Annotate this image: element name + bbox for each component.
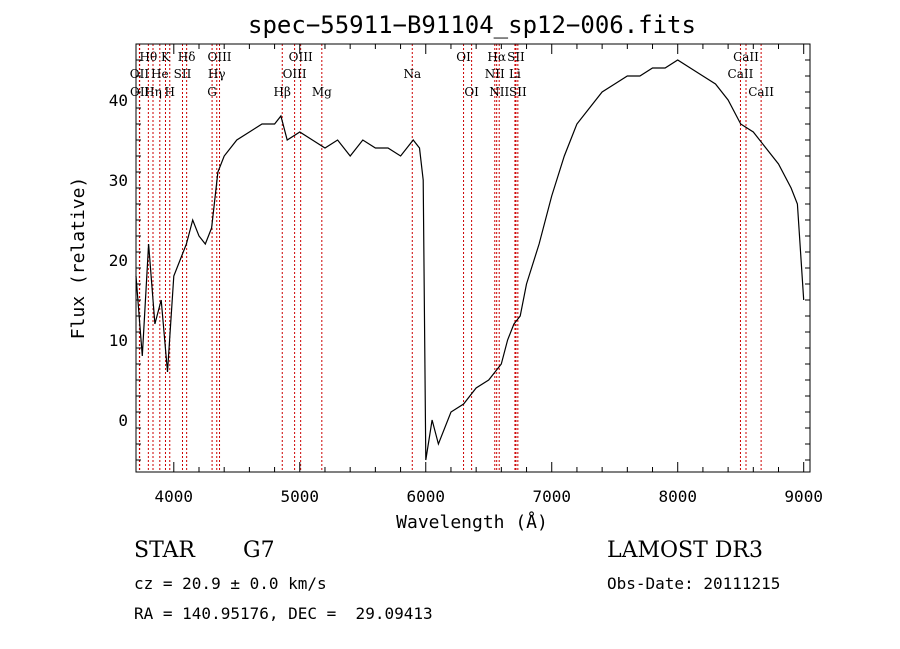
line-label-16: Na (403, 67, 421, 81)
line-label-11: OIII (207, 50, 231, 64)
line-label-23: SII (507, 50, 525, 64)
line-label-1: OII (130, 67, 150, 81)
line-label-4: He (151, 67, 169, 81)
line-label-8: Hδ (178, 50, 196, 64)
line-label-5: K (161, 50, 171, 64)
y-axis-label: Flux (relative) (68, 177, 89, 340)
line-label-21: NII (489, 85, 509, 99)
y-tick-label: 30 (109, 171, 128, 190)
coordinates: RA = 140.95176, DEC = 29.09413 (134, 604, 433, 623)
line-label-0: Hθ (139, 50, 157, 64)
line-label-18: OI (464, 85, 479, 99)
x-tick-label: 9000 (784, 487, 823, 506)
x-tick-label: 7000 (532, 487, 571, 506)
y-tick-label: 20 (109, 251, 128, 270)
spectrum-chart: spec−55911−B91104_sp12−006.fits Hθ OII OII… (68, 11, 823, 533)
object-subclass: G7 (243, 538, 275, 563)
spectrum-series-line (135, 59, 805, 461)
line-label-19: NII (485, 67, 505, 81)
line-label-13: OIII (283, 67, 307, 81)
spectral-line-labels: HθOIIOIIHηHeKHSIIHδGHγOIIIHβOIIIOIIIMgNa… (130, 50, 775, 99)
y-tick-label: 0 (118, 411, 128, 430)
line-label-12: Hβ (274, 85, 291, 99)
line-label-10: Hγ (208, 67, 226, 81)
line-label-22: Li (509, 67, 521, 81)
line-label-14: OIII (289, 50, 313, 64)
plot-frame (135, 43, 811, 473)
x-axis: 4000 5000 6000 7000 8000 9000 (155, 44, 823, 506)
line-label-7: SII (174, 67, 192, 81)
redshift-value: cz = 20.9 ± 0.0 km/s (134, 574, 327, 593)
line-label-24: SII (509, 85, 527, 99)
line-label-3: Hη (144, 85, 162, 99)
line-label-15: Mg (312, 85, 332, 99)
line-label-26: CaII (733, 50, 759, 64)
survey-name: LAMOST DR3 (607, 538, 763, 563)
x-tick-label: 6000 (406, 487, 445, 506)
x-axis-label: Wavelength (Å) (396, 511, 548, 533)
line-label-20: Hα (487, 50, 506, 64)
x-tick-label: 5000 (281, 487, 320, 506)
y-tick-label: 10 (109, 331, 128, 350)
line-label-9: G (207, 85, 217, 99)
y-tick-label: 40 (109, 91, 128, 110)
x-tick-label: 4000 (155, 487, 194, 506)
line-label-17: OI (456, 50, 471, 64)
object-class: STAR (134, 538, 195, 563)
chart-title: spec−55911−B91104_sp12−006.fits (248, 11, 696, 39)
line-label-25: CaII (728, 67, 754, 81)
x-tick-label: 8000 (658, 487, 697, 506)
line-label-27: CaII (748, 85, 774, 99)
y-axis: 0 10 20 30 40 (109, 59, 810, 461)
spectral-line-markers (138, 44, 762, 472)
observation-date: Obs-Date: 20111215 (607, 574, 781, 593)
line-label-6: H (165, 85, 175, 99)
